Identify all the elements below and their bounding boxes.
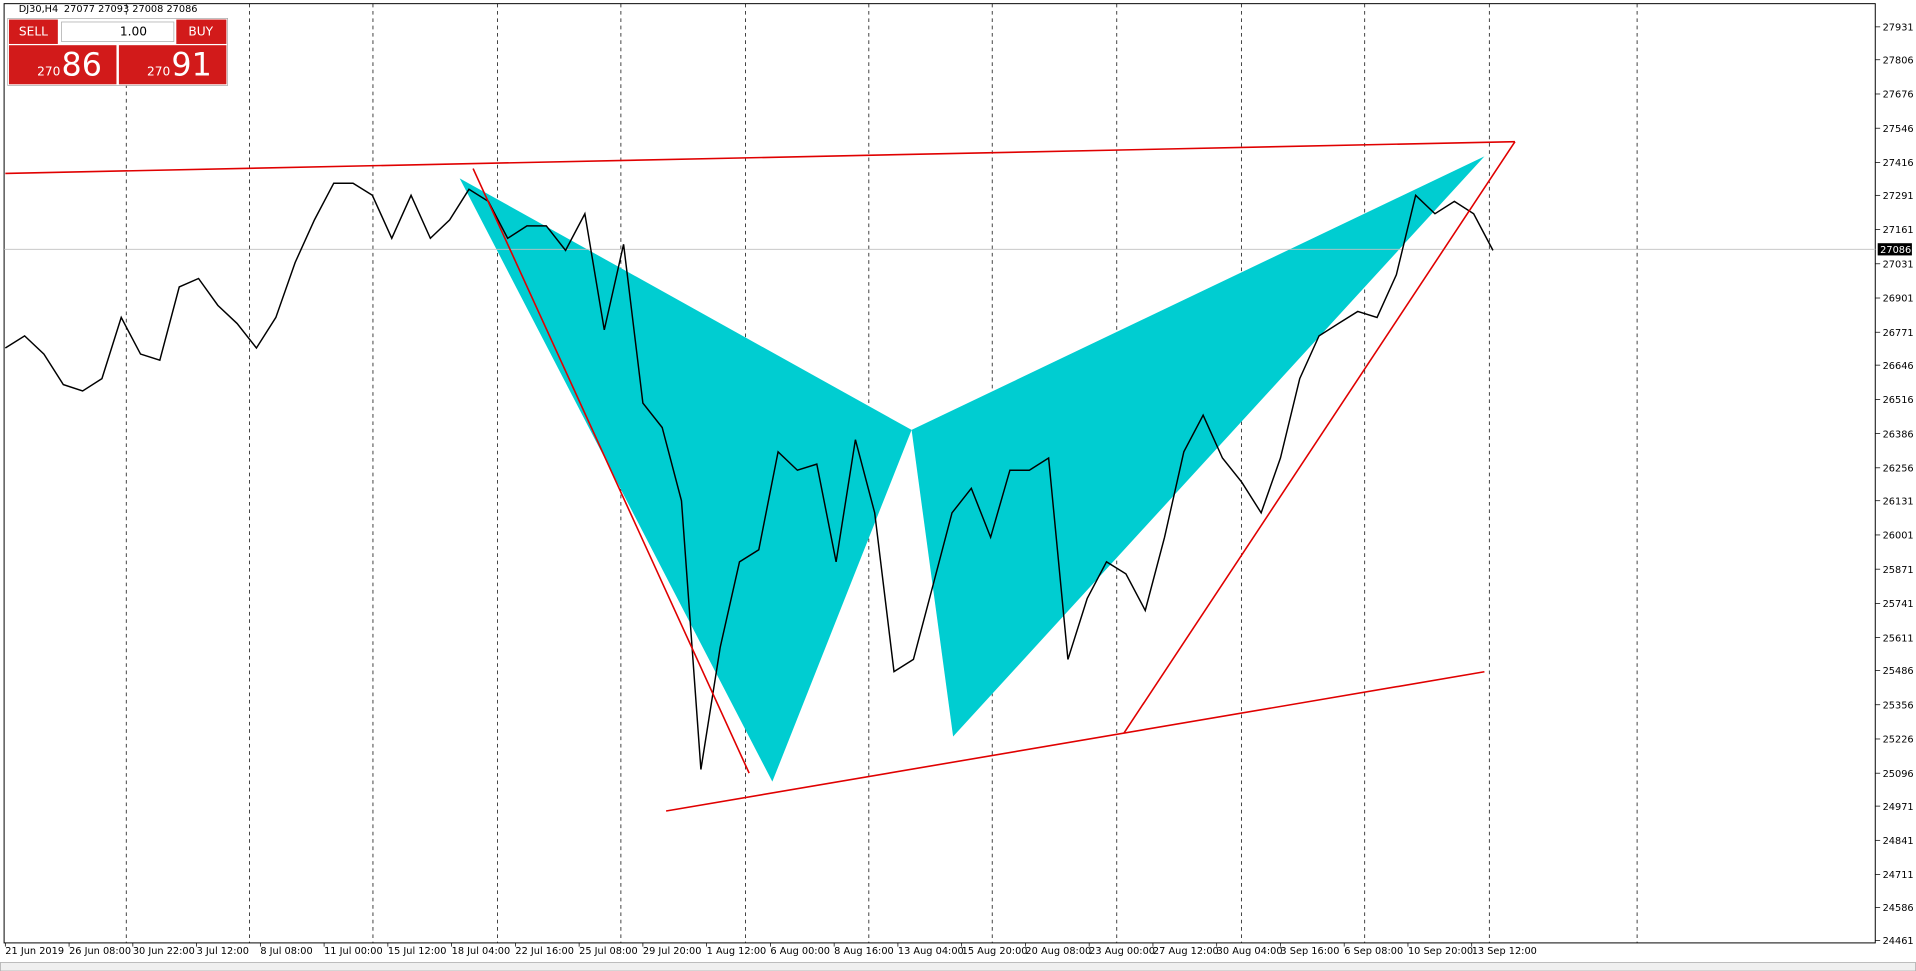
buy-label: BUY bbox=[188, 24, 213, 38]
x-tick-label: 18 Jul 04:00 bbox=[452, 946, 511, 957]
x-tick-label: 23 Aug 00:00 bbox=[1089, 946, 1155, 957]
x-tick-label: 13 Aug 04:00 bbox=[898, 946, 964, 957]
ask-small: 91 bbox=[171, 48, 211, 84]
bid-big: 270 bbox=[37, 65, 60, 79]
y-tick-label: 24586 bbox=[1883, 903, 1914, 914]
tab-strip bbox=[0, 962, 1916, 971]
y-tick-label: 26646 bbox=[1883, 361, 1914, 372]
y-tick-label: 25356 bbox=[1883, 700, 1914, 711]
x-tick-label: 27 Aug 12:00 bbox=[1153, 946, 1219, 957]
y-tick-label: 27416 bbox=[1883, 158, 1914, 169]
y-tick-label: 25096 bbox=[1883, 769, 1914, 780]
y-tick-label: 26001 bbox=[1883, 531, 1914, 542]
x-tick-label: 8 Jul 08:00 bbox=[260, 946, 312, 957]
bid-box[interactable] bbox=[8, 45, 117, 85]
trend-lines bbox=[5, 140, 1516, 812]
price-line bbox=[4, 182, 1494, 770]
pattern-bcd bbox=[911, 156, 1485, 737]
price-layer bbox=[4, 182, 1876, 770]
x-tick-label: 25 Jul 08:00 bbox=[579, 946, 638, 957]
x-tick-label: 13 Sep 12:00 bbox=[1472, 946, 1537, 957]
y-tick-label: 24461 bbox=[1883, 936, 1914, 947]
y-tick-label: 25741 bbox=[1883, 599, 1914, 610]
y-tick-label: 27931 bbox=[1883, 23, 1914, 34]
last-price-box bbox=[1877, 243, 1912, 256]
x-tick-label: 30 Aug 04:00 bbox=[1217, 946, 1283, 957]
y-tick-label: 24841 bbox=[1883, 836, 1914, 847]
x-tick-label: 6 Aug 00:00 bbox=[770, 946, 830, 957]
ask-big: 270 bbox=[147, 65, 170, 79]
x-tick-label: 6 Sep 08:00 bbox=[1344, 946, 1403, 957]
sell-label: SELL bbox=[19, 24, 48, 38]
y-tick-label: 27161 bbox=[1883, 225, 1914, 236]
x-tick-label: 3 Sep 16:00 bbox=[1280, 946, 1339, 957]
x-tick-label: 1 Aug 12:00 bbox=[707, 946, 767, 957]
lots-input[interactable] bbox=[61, 21, 175, 42]
y-tick-label: 24711 bbox=[1883, 870, 1914, 881]
x-tick-label: 21 Jun 2019 bbox=[5, 946, 64, 957]
y-tick-label: 26386 bbox=[1883, 429, 1914, 440]
x-tick-label: 10 Sep 20:00 bbox=[1408, 946, 1473, 957]
y-tick-label: 25611 bbox=[1883, 633, 1914, 644]
harmonic-pattern bbox=[459, 156, 1485, 782]
x-tick-label: 3 Jul 12:00 bbox=[197, 946, 249, 957]
x-tick-label: 30 Jun 22:00 bbox=[133, 946, 195, 957]
bid-small: 86 bbox=[62, 48, 102, 84]
x-tick-label: 29 Jul 20:00 bbox=[643, 946, 702, 957]
y-tick-label: 26131 bbox=[1883, 496, 1914, 507]
chart-symbol: DJ30,H4 bbox=[19, 4, 59, 15]
y-tick-label: 24971 bbox=[1883, 802, 1914, 813]
y-tick-label: 27676 bbox=[1883, 90, 1914, 101]
y-tick-label: 27031 bbox=[1883, 259, 1914, 270]
y-tick-label: 25226 bbox=[1883, 735, 1914, 746]
y-tick-label: 25871 bbox=[1883, 565, 1914, 576]
x-tick-label: 20 Aug 08:00 bbox=[1025, 946, 1091, 957]
sell-button[interactable] bbox=[8, 19, 58, 44]
y-tick-label: 26256 bbox=[1883, 463, 1914, 474]
lots-value: 1.00 bbox=[120, 24, 147, 38]
pattern-xab bbox=[459, 178, 912, 782]
last-price-label: 27086 bbox=[1880, 245, 1911, 256]
ask-box[interactable] bbox=[118, 45, 227, 85]
y-tick-label: 27291 bbox=[1883, 191, 1914, 202]
x-tick-label: 26 Jun 08:00 bbox=[69, 946, 131, 957]
x-tick-label: 15 Jul 12:00 bbox=[388, 946, 447, 957]
x-tick-label: 15 Aug 20:00 bbox=[962, 946, 1028, 957]
one-click-panel: SELL 1.00 BUY 270 86 270 91 bbox=[7, 18, 228, 86]
buy-button[interactable] bbox=[176, 19, 227, 44]
y-tick-label: 27806 bbox=[1883, 55, 1914, 66]
y-tick-label: 25486 bbox=[1883, 666, 1914, 677]
y-tick-label: 26771 bbox=[1883, 328, 1914, 339]
chart-ohlc: 27077 27093 27008 27086 bbox=[64, 4, 198, 15]
x-tick-label: 22 Jul 16:00 bbox=[515, 946, 574, 957]
y-tick-label: 26901 bbox=[1883, 294, 1914, 305]
x-tick-label: 8 Aug 16:00 bbox=[834, 946, 894, 957]
y-tick-label: 27546 bbox=[1883, 124, 1914, 135]
y-tick-label: 26516 bbox=[1883, 395, 1914, 406]
x-tick-label: 11 Jul 00:00 bbox=[324, 946, 383, 957]
